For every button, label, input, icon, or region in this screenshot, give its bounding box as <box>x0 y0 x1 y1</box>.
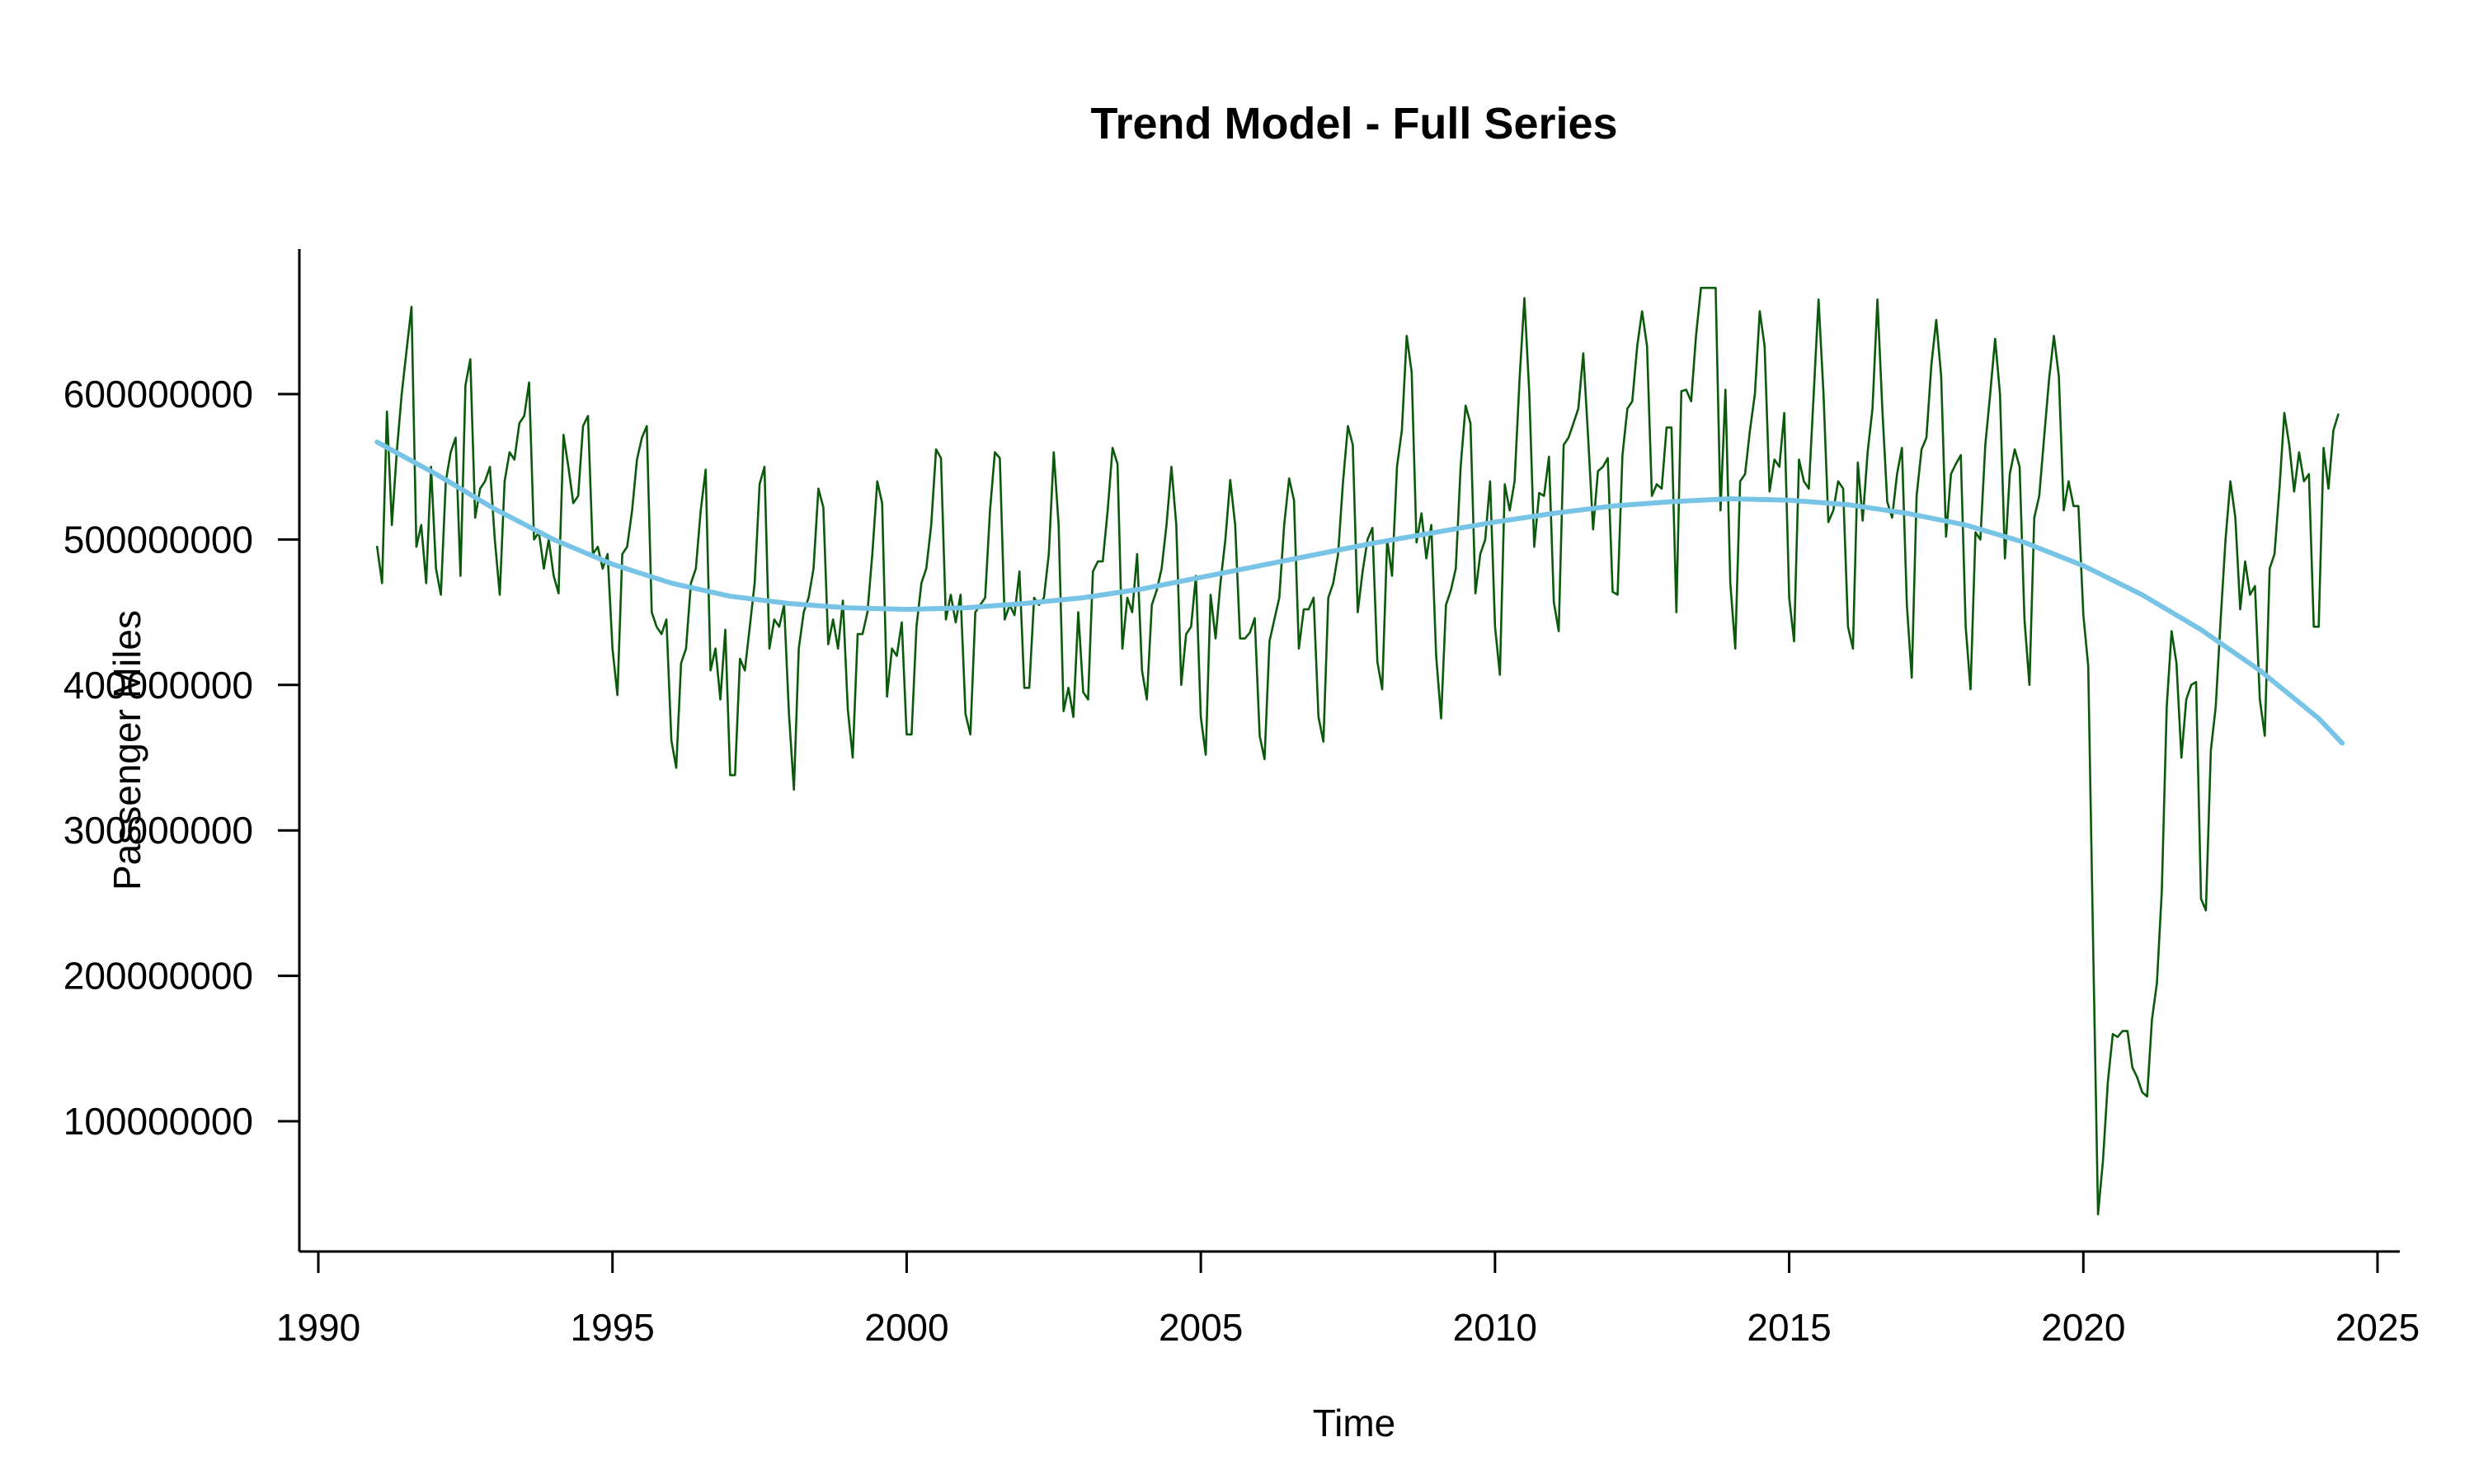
x-tick-label: 2010 <box>1453 1306 1537 1349</box>
y-tick-label: 500000000 <box>63 518 253 561</box>
x-tick-label: 2000 <box>864 1306 948 1349</box>
y-tick-label: 600000000 <box>63 373 253 416</box>
x-tick-label: 1990 <box>276 1306 360 1349</box>
x-axis: 1990 1995 2000 2005 2010 2015 2020 2025 <box>276 1250 2420 1349</box>
y-tick-label: 400000000 <box>63 664 253 707</box>
x-tick-label: 1995 <box>571 1306 655 1349</box>
y-tick-label: 100000000 <box>63 1100 253 1143</box>
x-tick-label: 2020 <box>2041 1306 2125 1349</box>
series-layer <box>374 286 2345 1216</box>
y-tick-label: 200000000 <box>63 955 253 998</box>
observed-series-line <box>375 286 2340 1216</box>
trend-line <box>374 439 2345 746</box>
y-tick-label: 300000000 <box>63 809 253 852</box>
y-axis-label: Passenger Miles <box>106 610 148 890</box>
y-axis: 100000000 200000000 300000000 400000000 5000… <box>63 249 301 1252</box>
x-tick-label: 2025 <box>2335 1306 2420 1349</box>
x-axis-label: Time <box>1313 1402 1396 1444</box>
x-tick-label: 2005 <box>1159 1306 1243 1349</box>
chart-title: Trend Model - Full Series <box>1090 99 1617 148</box>
x-tick-label: 2015 <box>1747 1306 1831 1349</box>
